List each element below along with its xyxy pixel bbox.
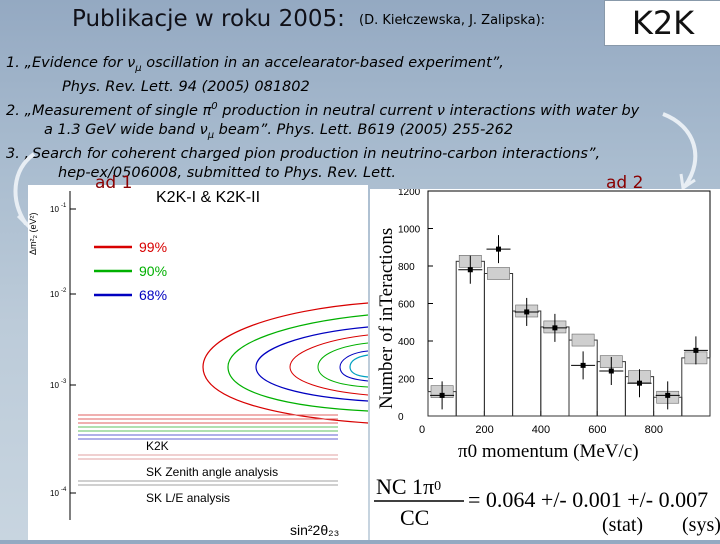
contour-plot-title: K2K-I & K2K-II xyxy=(156,189,260,206)
reference-item: 3. „Search for coherent charged pion pro… xyxy=(6,145,706,183)
reference-number: 3. xyxy=(6,145,20,162)
reference-citation: Phys. Rev. Lett. 94 (2005) 081802 xyxy=(62,78,310,95)
data-point xyxy=(467,267,473,273)
legend-label-sk-le: SK L/E analysis xyxy=(146,491,230,505)
y-ticks xyxy=(70,208,76,494)
x-tick-label: 800 xyxy=(645,424,663,436)
formula-stat: (stat) xyxy=(602,514,643,536)
formula-zero: 0 xyxy=(434,479,441,494)
data-point xyxy=(693,347,699,353)
hatched-region xyxy=(78,414,338,486)
references-list: 1. „Evidence for νμ oscillation in an ac… xyxy=(6,54,706,183)
reference-text: „Search for coherent charged pion produc… xyxy=(24,145,601,162)
legend-label-99: 99% xyxy=(139,239,167,255)
reference-text: interactions with water by xyxy=(444,102,640,119)
confidence-level-legend: 99% 90% 68% xyxy=(94,239,167,303)
legend-label-k2k: K2K xyxy=(146,439,169,453)
page-title: Publikacje w roku 2005: xyxy=(72,6,345,32)
y-tick-label: 1200 xyxy=(398,189,421,198)
histogram-bar xyxy=(455,260,485,417)
reference-nu-symbol: ν xyxy=(199,121,208,138)
histogram-svg: Number of inTeractions 0 200 400 600 800 1000… xyxy=(374,187,720,536)
x-tick-label: 0 xyxy=(419,424,425,436)
nc-cc-ratio-formula: NC 1π0 CC = 0.064 +/- 0.001 +/- 0.007 (s… xyxy=(374,474,720,536)
reference-pi-symbol: π xyxy=(202,102,212,119)
data-point xyxy=(552,325,558,331)
formula-pi: π xyxy=(423,474,434,499)
reference-citation: hep-ex/0506008, submitted to Phys. Rev. … xyxy=(58,164,396,181)
reference-item: 2. „Measurement of single π0 production … xyxy=(6,97,706,145)
y-tick-labels: 10 -1 10 -2 10 -3 10 -4 xyxy=(50,203,67,498)
data-point xyxy=(637,380,642,386)
legend-label-90: 90% xyxy=(139,263,167,279)
reference-nu-symbol: ν xyxy=(127,55,136,71)
contour-xlabel: sin²2θ₂₃ xyxy=(290,522,339,538)
y-tick-exponent: -2 xyxy=(61,288,67,294)
contour-curves xyxy=(202,302,369,424)
y-tick: 10 xyxy=(50,381,59,390)
authors-label: (D. Kiełczewska, J. Zalipska): xyxy=(359,13,546,28)
histogram-bar-error-band xyxy=(571,333,595,347)
reference-number: 1. xyxy=(6,55,20,71)
data-point xyxy=(665,392,671,398)
histogram-bar xyxy=(512,310,542,417)
contour-ylabel: Δm²₂ (eV²) xyxy=(28,212,38,255)
formula-equation: = 0.064 +/- 0.001 +/- 0.007 xyxy=(468,487,708,512)
reference-text: oscillation in an accelearator-based exp… xyxy=(141,55,504,71)
tag-ad-2: ad 2 xyxy=(606,173,644,193)
reference-text: „Measurement of single xyxy=(24,102,203,119)
y-tick: 10 xyxy=(50,205,59,214)
data-point xyxy=(439,392,445,398)
reference-nu-symbol: ν xyxy=(436,102,445,119)
reference-citation: a 1.3 GeV wide band νμ beam”. Phys. Lett… xyxy=(6,121,706,145)
reference-zero-superscript: 0 xyxy=(211,100,218,112)
reference-mu-subscript: μ xyxy=(207,129,215,141)
legend-label-sk-zenith: SK Zenith angle analysis xyxy=(146,465,278,479)
y-tick-label: 600 xyxy=(398,300,415,311)
x-tick-label: 400 xyxy=(532,424,550,436)
x-tick-label: 200 xyxy=(475,424,493,436)
formula-sys: (sys) xyxy=(682,514,720,536)
reference-item: 1. „Evidence for νμ oscillation in an ac… xyxy=(6,54,706,97)
reference-text: „Evidence for xyxy=(24,55,128,71)
tag-ad-1: ad 1 xyxy=(95,173,133,193)
y-tick-label: 800 xyxy=(398,262,415,273)
formula-denominator: CC xyxy=(400,505,429,530)
histogram-ylabel: Number of inTeractions xyxy=(376,228,397,409)
formula-numerator: NC 1π0 xyxy=(376,474,441,499)
legend-label-68: 68% xyxy=(139,287,167,303)
reference-text: a 1.3 GeV wide band xyxy=(44,121,200,138)
reference-mu-subscript: μ xyxy=(135,62,142,74)
histogram-bar-error-band xyxy=(487,267,510,280)
right-curved-arrow-icon xyxy=(662,112,698,191)
pi0-momentum-histogram: Number of inTeractions 0 200 400 600 800 1000… xyxy=(370,187,720,540)
oscillation-contour-plot: Δm²₂ (eV²) 10 -1 10 -2 10 -3 10 -4 K2K-I & K… xyxy=(28,185,369,540)
y-tick: 10 xyxy=(50,290,59,299)
reference-text: production in neutral current xyxy=(217,102,437,119)
y-tick-label: 200 xyxy=(398,375,415,386)
x-tick-label: 600 xyxy=(588,424,606,436)
contour-plot-svg: Δm²₂ (eV²) 10 -1 10 -2 10 -3 10 -4 K2K-I & K… xyxy=(28,189,369,538)
formula-nc: NC 1 xyxy=(376,474,423,499)
y-tick-label: 1000 xyxy=(398,225,421,236)
y-tick-label: 400 xyxy=(398,337,415,348)
histogram-data-points xyxy=(430,235,708,410)
y-tick: 10 xyxy=(50,489,59,498)
histogram-xlabel: π0 momentum (MeV/c) xyxy=(458,441,639,462)
analysis-legend: K2K SK Zenith angle analysis SK L/E anal… xyxy=(146,439,278,505)
y-tick-exponent: -4 xyxy=(61,487,67,493)
reference-number: 2. xyxy=(6,102,20,119)
k2k-badge: K2K xyxy=(604,0,720,46)
data-point xyxy=(524,309,530,315)
y-tick-exponent: -1 xyxy=(61,203,67,209)
data-point xyxy=(496,246,501,252)
histogram-bar xyxy=(483,273,514,417)
data-point xyxy=(608,368,614,374)
data-point xyxy=(580,362,586,368)
histogram-bar xyxy=(681,357,711,417)
y-tick-exponent: -3 xyxy=(61,379,67,385)
y-tick-label: 0 xyxy=(398,412,404,423)
reference-text: beam”. Phys. Lett. B619 (2005) 255-262 xyxy=(214,121,514,138)
